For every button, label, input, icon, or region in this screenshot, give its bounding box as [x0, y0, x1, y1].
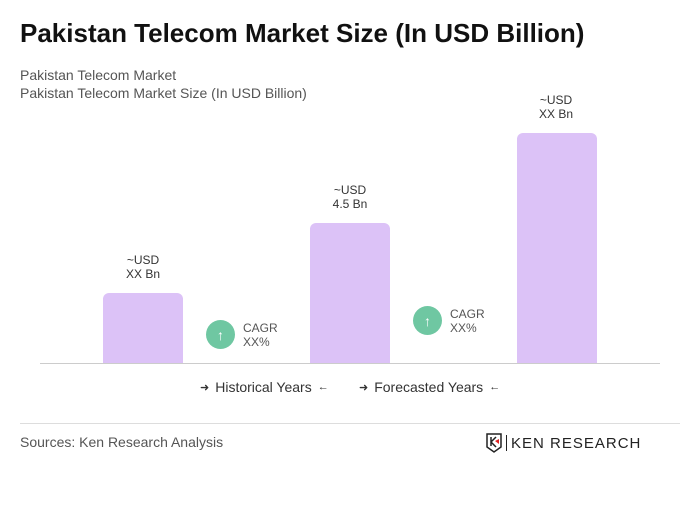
cagr-1: ↑ CAGR XX% [206, 320, 278, 349]
bar-2 [310, 223, 390, 363]
arrow-up-icon: ↑ [206, 320, 235, 349]
arrow-left-icon: ← [317, 381, 329, 393]
logo-shield-icon [486, 433, 502, 453]
ken-research-logo: KEN RESEARCH [486, 433, 641, 453]
bar-label-1: ~USD XX Bn [125, 253, 161, 281]
source-text: Sources: Ken Research Analysis [20, 434, 224, 450]
arrow-right-icon: ➜ [359, 381, 369, 394]
arrow-up-icon: ↑ [413, 306, 442, 335]
bar-3 [517, 133, 597, 363]
arrow-right-icon: ➜ [200, 381, 210, 394]
chart-subtitle: Pakistan Telecom Market Size (In USD Bil… [20, 85, 307, 101]
bar-label-2: ~USD 4.5 Bn [332, 183, 368, 211]
x-axis [40, 363, 660, 364]
page-title: Pakistan Telecom Market Size (In USD Bil… [20, 18, 585, 48]
divider [20, 423, 680, 424]
subtitle: Pakistan Telecom Market [20, 67, 177, 83]
bar-label-3: ~USD XX Bn [538, 93, 574, 121]
bar-1 [103, 293, 183, 363]
legend-historical: ➜ Historical Years ← [200, 379, 329, 395]
cagr-2: ↑ CAGR XX% [413, 306, 485, 335]
legend-forecasted: ➜ Forecasted Years ← [359, 379, 501, 395]
arrow-left-icon: ← [489, 381, 501, 393]
